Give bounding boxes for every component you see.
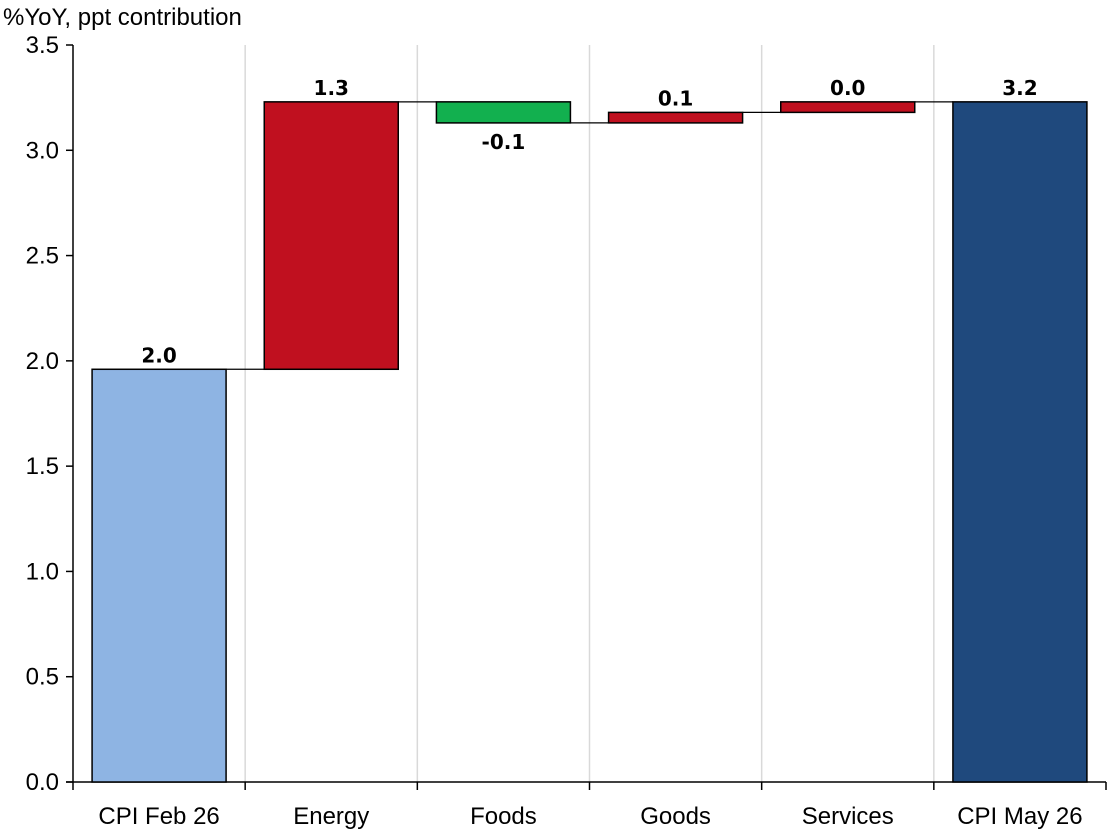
bar-foods [435, 101, 572, 124]
label-layer: 2.0 1.3 -0.1 0.1 0.0 3.2 [141, 76, 1037, 367]
y-tick-label: 3.5 [26, 32, 59, 59]
bar-services [780, 101, 916, 114]
bar-energy [263, 101, 399, 371]
bar-cpi-feb-26 [91, 368, 227, 783]
bar-goods [607, 111, 744, 124]
y-axis-unit-label: %YoY, ppt contribution [3, 4, 242, 31]
x-tick-label: Energy [293, 803, 369, 830]
y-tick-label: 2.5 [26, 243, 59, 270]
x-tick-label: Services [802, 803, 894, 830]
data-label: 3.2 [1002, 76, 1037, 100]
y-tick-label: 1.5 [26, 453, 59, 480]
y-tick-label: 0.0 [26, 769, 59, 796]
data-label: 1.3 [314, 76, 349, 100]
data-label: 2.0 [141, 343, 176, 367]
bar-layer [91, 101, 1088, 783]
y-tick-label: 2.0 [26, 348, 59, 375]
data-label: -0.1 [482, 130, 526, 154]
x-tick-label: CPI May 26 [957, 803, 1082, 830]
x-tick-label: CPI Feb 26 [98, 803, 219, 830]
data-label: 0.0 [830, 76, 865, 100]
bar-cpi-may-26 [952, 101, 1088, 783]
connector-layer [226, 101, 953, 370]
y-tick-label: 3.0 [26, 137, 59, 164]
y-tick-label: 0.5 [26, 664, 59, 691]
data-label: 0.1 [658, 86, 693, 110]
x-tick-label: Goods [640, 803, 711, 830]
y-tick-label: 1.0 [26, 558, 59, 585]
grid-layer [244, 45, 935, 782]
x-tick-label: Foods [470, 803, 537, 830]
axis-layer: 0.0 0.5 1.0 1.5 2.0 2.5 3.0 3.5 CPI Feb 26 Energy… [26, 32, 1107, 830]
